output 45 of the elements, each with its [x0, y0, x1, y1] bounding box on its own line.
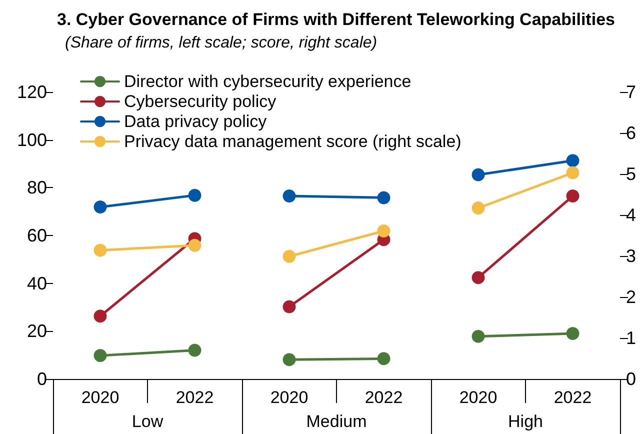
point — [377, 191, 390, 204]
y2-tick-label: 4 — [626, 205, 636, 225]
y-tick-label: 120 — [16, 82, 47, 102]
legend-label: Cybersecurity policy — [124, 92, 277, 111]
point — [472, 168, 485, 182]
point — [282, 353, 296, 366]
chart-title: 3. Cyber Governance of Firms with Different Teleworking Capabilities — [57, 10, 615, 29]
point — [472, 330, 485, 343]
point — [566, 166, 580, 180]
x-tick-label: 2022 — [554, 388, 592, 407]
y-tick-label: 40 — [26, 273, 47, 294]
point — [94, 200, 107, 214]
x-tick-label: 2022 — [176, 388, 214, 407]
y-tick-label: 0 — [36, 369, 47, 389]
y2-tick-label: 1 — [626, 328, 636, 348]
point — [94, 310, 107, 323]
point — [377, 352, 390, 366]
y2-tick-label: 6 — [626, 123, 636, 143]
y2-tick-label: 2 — [626, 287, 636, 307]
text: High — [508, 412, 543, 431]
x-tick-label: 2020 — [81, 388, 120, 407]
text: Medium — [306, 412, 367, 431]
point — [566, 154, 580, 168]
point — [472, 202, 485, 215]
y2-tick-label: 5 — [626, 164, 636, 184]
y2-tick-label: 3 — [626, 246, 636, 266]
point — [472, 271, 485, 284]
y-tick-label: 20 — [26, 321, 47, 342]
x-tick-label: 2022 — [364, 388, 403, 407]
point — [188, 188, 202, 202]
text: Low — [132, 412, 164, 431]
point — [566, 327, 580, 340]
y-tick-label: 60 — [26, 226, 47, 246]
x-tick-label: 2020 — [270, 388, 308, 407]
y-tick-label: 100 — [16, 130, 47, 150]
x-tick-label: 2020 — [459, 388, 498, 407]
legend-label: Director with cybersecurity experience — [124, 72, 412, 91]
chart-subtitle: (Share of firms, left scale; score, right scale) — [65, 34, 378, 52]
point — [282, 190, 296, 203]
y2-tick-label: 0 — [626, 369, 636, 389]
legend-label: Data privacy policy — [124, 112, 268, 131]
point — [566, 190, 580, 203]
y-tick-label: 80 — [26, 178, 47, 198]
y2-tick-label: 7 — [626, 82, 636, 102]
legend-label: Privacy data management score (right scale) — [124, 132, 462, 151]
